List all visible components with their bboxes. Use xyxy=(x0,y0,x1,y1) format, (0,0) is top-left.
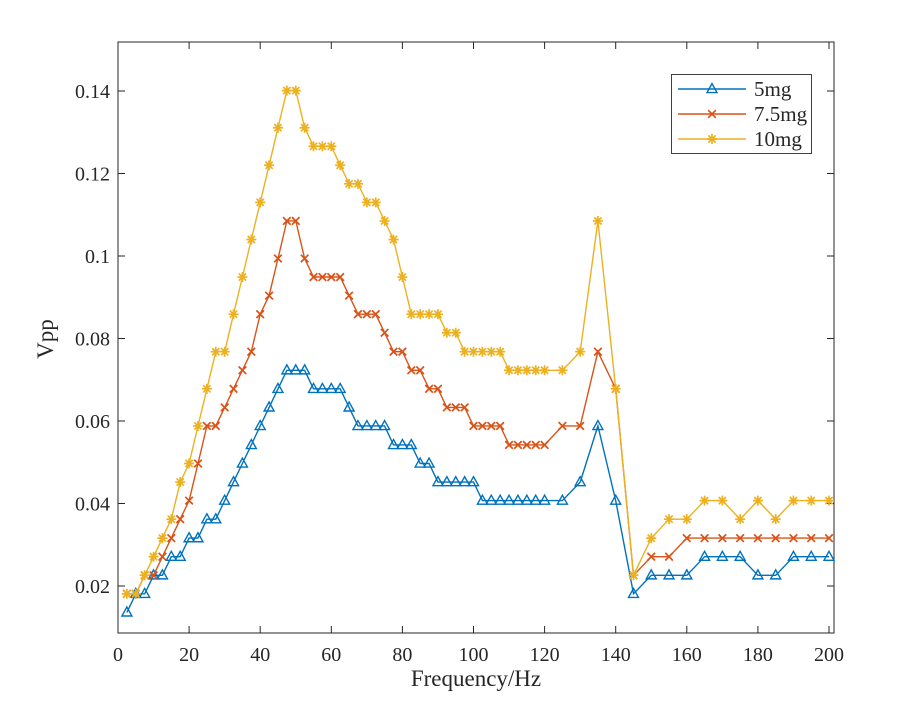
y-axis-label: Vpp xyxy=(33,319,58,359)
y-tick-label: 0.06 xyxy=(75,411,110,433)
x-tick-label: 0 xyxy=(113,644,123,666)
x-tick-label: 120 xyxy=(530,644,560,666)
x-tick-label: 40 xyxy=(250,644,270,666)
y-tick-label: 0.02 xyxy=(75,576,110,598)
x-tick-label: 20 xyxy=(179,644,199,666)
legend-label: 7.5mg xyxy=(754,101,808,126)
axes-box xyxy=(117,41,835,634)
x-tick-label: 80 xyxy=(392,644,412,666)
y-tick-label: 0.08 xyxy=(75,329,110,351)
legend-label: 10mg xyxy=(754,126,802,151)
x-tick-label: 160 xyxy=(672,644,702,666)
legend: 5mg 7.5mg 10mg xyxy=(671,74,812,154)
legend-item-7-5mg: 7.5mg xyxy=(672,102,811,126)
legend-label: 5mg xyxy=(754,77,792,102)
x-tick-label: 60 xyxy=(321,644,341,666)
axis-ticks: 0 20 40 60 80 100 120 140 160 180 200 0.02 0.04 0.06 0… xyxy=(75,42,844,666)
y-tick-label: 0.12 xyxy=(75,164,110,186)
x-tick-label: 200 xyxy=(814,644,844,666)
series-10mg-line xyxy=(121,85,834,599)
legend-item-5mg: 5mg xyxy=(672,77,811,101)
legend-item-10mg: 10mg xyxy=(672,127,811,151)
series-7.5mg-line xyxy=(122,216,834,599)
x-tick-label: 180 xyxy=(743,644,773,666)
x-tick-label: 100 xyxy=(459,644,489,666)
y-tick-label: 0.04 xyxy=(75,494,110,516)
x-axis-label: Frequency/Hz xyxy=(410,666,542,691)
legend-swatch-x-icon xyxy=(678,109,746,119)
legend-swatch-triangle-icon xyxy=(678,82,746,94)
y-tick-label: 0.1 xyxy=(85,246,110,268)
y-tick-label: 0.14 xyxy=(75,81,110,103)
x-tick-label: 140 xyxy=(601,644,631,666)
legend-swatch-asterisk-icon xyxy=(678,133,746,144)
series-5mg-line xyxy=(120,363,836,617)
